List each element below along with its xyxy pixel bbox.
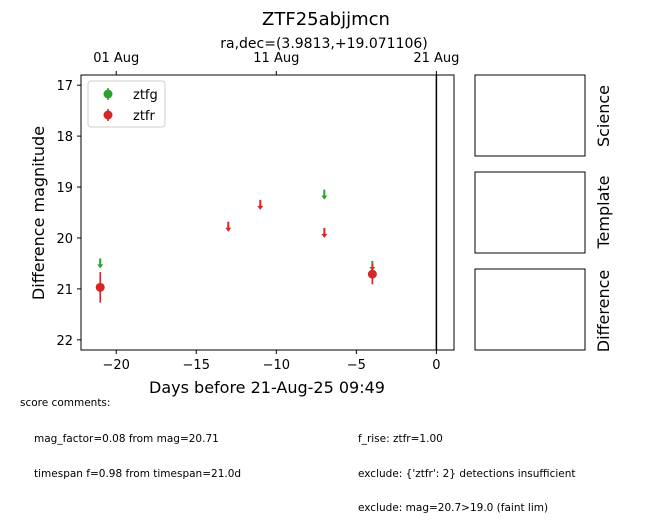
upper-limit-arrow <box>257 205 264 210</box>
comment-line: exclude: {'ztfr': 2} detections insuffic… <box>358 467 576 480</box>
score-comments-heading: score comments: <box>20 397 111 409</box>
upper-limit-arrow <box>225 227 232 232</box>
x-tick-label: −15 <box>183 358 210 373</box>
plot-area <box>80 74 455 351</box>
light-curve-figure: ZTF25abjjmcn ra,dec=(3.9813,+19.071106) … <box>29 9 613 397</box>
template-cutout <box>474 171 586 254</box>
legend: ztfg ztfr <box>87 80 166 128</box>
chart-marks: −20 −15 −10 −5 0 17 18 19 20 21 22 01 Aug 11 Aug 21 A… <box>56 51 459 373</box>
template-label: Template <box>594 175 613 249</box>
science-label: Science <box>594 85 613 147</box>
difference-cutout <box>474 268 586 351</box>
x-axis-label: Days before 21-Aug-25 09:49 <box>149 378 385 397</box>
comment-line: exclude: mag=20.7>19.0 (faint lim) <box>358 502 549 514</box>
y-tick-label: 20 <box>56 232 73 247</box>
x-tick-label: −20 <box>103 358 130 373</box>
y-tick-label: 22 <box>56 334 73 349</box>
difference-label: Difference <box>594 270 613 352</box>
chart-title: ZTF25abjjmcn <box>262 9 390 30</box>
y-tick-label: 18 <box>56 130 73 145</box>
top-x-tick-label: 21 Aug <box>413 51 459 66</box>
x-tick-label: −10 <box>263 358 290 373</box>
chart-subtitle: ra,dec=(3.9813,+19.071106) <box>220 36 428 52</box>
legend-marker <box>103 89 113 99</box>
comment-line: timespan f=0.98 from timespan=21.0d <box>34 467 242 480</box>
y-tick-label: 21 <box>56 283 73 298</box>
x-tick-label: 0 <box>432 358 440 373</box>
top-x-tick-label: 11 Aug <box>253 51 299 66</box>
score-comments-left: mag_factor=0.08 from mag=20.71 timespan … <box>34 411 241 492</box>
legend-label: ztfg <box>133 88 158 103</box>
y-tick-label: 19 <box>56 181 73 196</box>
upper-limit-arrow <box>321 195 328 200</box>
upper-limit-arrow <box>321 233 328 238</box>
upper-limit-arrow <box>97 264 104 269</box>
y-tick-label: 17 <box>56 79 73 94</box>
comment-line: mag_factor=0.08 from mag=20.71 <box>34 433 219 445</box>
x-tick-label: −5 <box>347 358 366 373</box>
detection-point <box>367 269 377 279</box>
y-axis-label: Difference magnitude <box>29 126 48 300</box>
legend-label: ztfr <box>133 109 155 124</box>
top-x-tick-label: 01 Aug <box>93 51 139 66</box>
detection-point <box>95 282 105 292</box>
science-cutout <box>474 74 586 157</box>
score-comments-right: f_rise: ztfr=1.00 exclude: {'ztfr': 2} d… <box>358 411 576 526</box>
comment-line: f_rise: ztfr=1.00 <box>358 433 443 445</box>
legend-marker <box>103 110 113 120</box>
